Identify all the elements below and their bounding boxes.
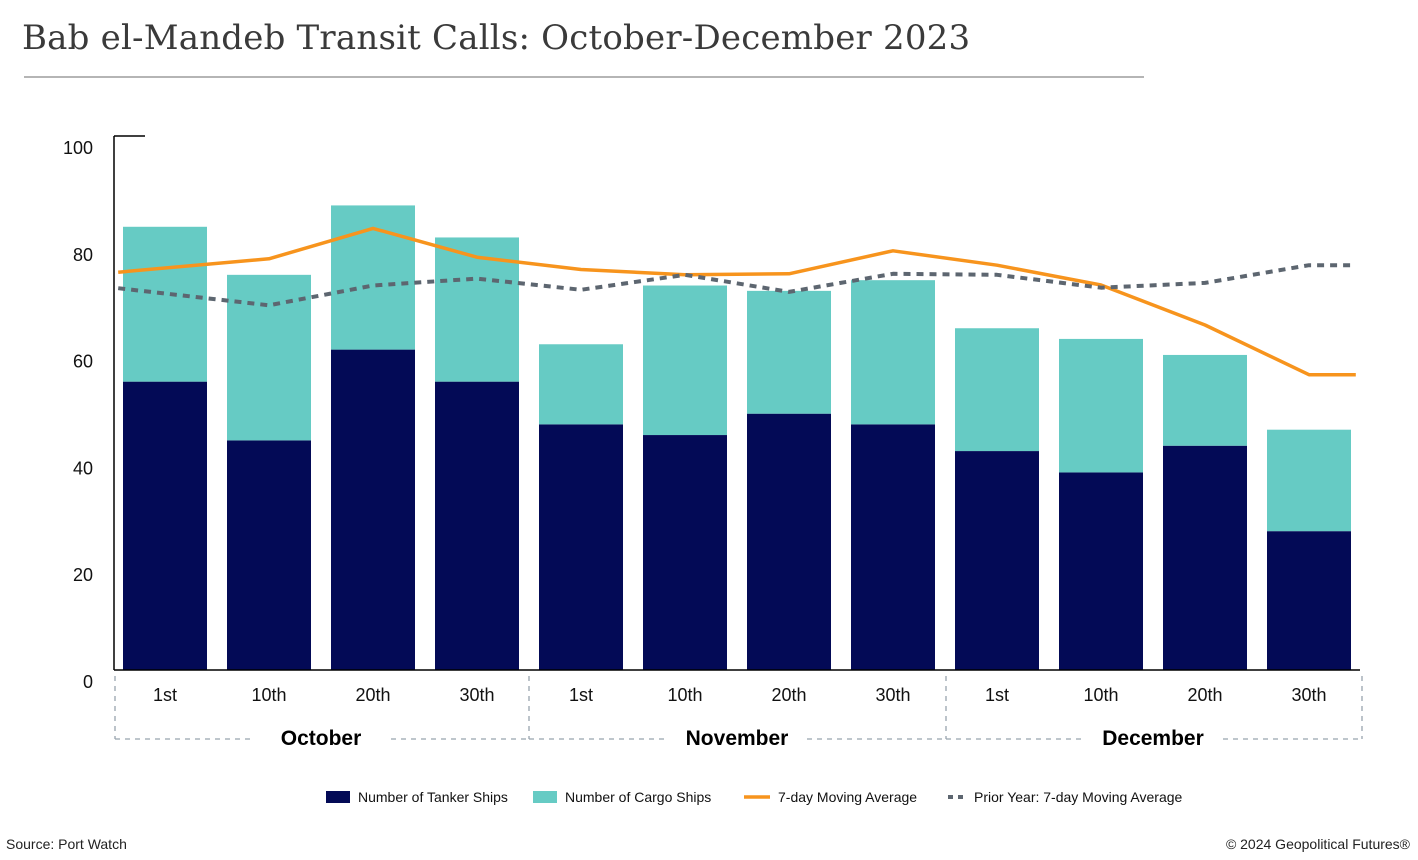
x-tick-label-10: 20th — [1187, 685, 1222, 705]
x-axis-labels: 1st 10th 20th 30th 1st 10th 20th 30th 1st 10th 20t… — [114, 676, 1363, 750]
tanker-bar-7 — [851, 424, 935, 670]
tanker-bar-8 — [955, 451, 1039, 670]
cargo-bar-0 — [123, 226, 207, 382]
axes-layer: 0 20 40 60 80 100 — [63, 135, 1360, 692]
y-tick-label-20: 20 — [73, 565, 93, 585]
lines-layer — [117, 226, 1356, 377]
y-tick-label-80: 80 — [73, 245, 93, 265]
cargo-bar-1 — [227, 274, 311, 441]
cargo-bar-11 — [1267, 429, 1351, 532]
title-divider — [24, 76, 1144, 78]
source-note: Source: Port Watch — [6, 836, 127, 852]
tanker-bar-0 — [123, 381, 207, 670]
tanker-bar-9 — [1059, 472, 1143, 670]
y-tick-label-0: 0 — [83, 672, 93, 692]
cargo-bar-8 — [955, 328, 1039, 452]
tanker-bar-1 — [227, 440, 311, 670]
tanker-bar-10 — [1163, 445, 1247, 670]
moving-average-line — [118, 226, 1356, 377]
legend-label-1: Number of Cargo Ships — [565, 789, 711, 805]
prior-year-average-line — [117, 263, 1356, 308]
tanker-bar-3 — [435, 381, 519, 670]
legend-label-3: Prior Year: 7-day Moving Average — [974, 789, 1183, 805]
cargo-bar-7 — [851, 280, 935, 425]
legend-label-0: Number of Tanker Ships — [358, 789, 508, 805]
tanker-bar-4 — [539, 424, 623, 670]
month-label-0: October — [281, 727, 362, 750]
cargo-bar-4 — [539, 344, 623, 425]
x-tick-label-9: 10th — [1083, 685, 1118, 705]
tanker-bar-6 — [747, 413, 831, 670]
tanker-bar-2 — [331, 349, 415, 670]
cargo-bar-5 — [643, 285, 727, 436]
x-tick-label-1: 10th — [251, 685, 286, 705]
legend-swatch-0 — [326, 791, 350, 803]
x-tick-label-11: 30th — [1291, 685, 1326, 705]
legend: Number of Tanker Ships Number of Cargo Sh… — [326, 789, 1183, 805]
y-tick-label-100: 100 — [63, 138, 93, 158]
legend-swatch-1 — [533, 791, 557, 803]
cargo-bar-9 — [1059, 338, 1143, 473]
x-tick-label-3: 30th — [459, 685, 494, 705]
tanker-bar-5 — [643, 435, 727, 670]
month-label-2: December — [1102, 727, 1204, 750]
x-tick-label-8: 1st — [985, 685, 1009, 705]
copyright-note: © 2024 Geopolitical Futures® — [1225, 836, 1410, 852]
tanker-bar-11 — [1267, 531, 1351, 670]
y-tick-label-40: 40 — [73, 458, 93, 478]
cargo-bar-6 — [747, 290, 831, 414]
legend-label-2: 7-day Moving Average — [778, 789, 917, 805]
chart-title: Bab el-Mandeb Transit Calls: October-Dec… — [22, 18, 971, 58]
x-tick-label-2: 20th — [355, 685, 390, 705]
y-tick-label-60: 60 — [73, 352, 93, 372]
month-label-1: November — [686, 727, 789, 750]
x-tick-label-6: 20th — [771, 685, 806, 705]
x-tick-label-5: 10th — [667, 685, 702, 705]
x-tick-label-7: 30th — [875, 685, 910, 705]
x-tick-label-4: 1st — [569, 685, 593, 705]
x-tick-label-0: 1st — [153, 685, 177, 705]
cargo-bar-10 — [1163, 354, 1247, 446]
